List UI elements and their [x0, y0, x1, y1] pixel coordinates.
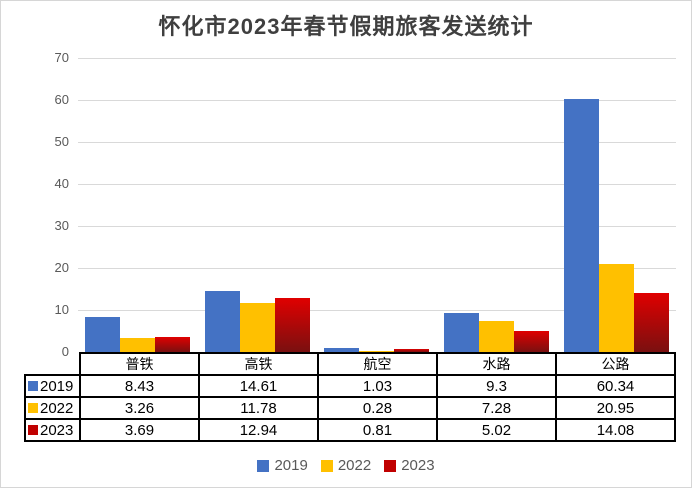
- series-label-cell: 2022: [24, 396, 81, 420]
- bar-group-4: [437, 58, 557, 352]
- gridline: [78, 184, 676, 185]
- category-header-cell: 公路: [555, 352, 676, 376]
- gridline: [78, 58, 676, 59]
- value-cell: 12.94: [198, 418, 319, 442]
- table-row: 2023 3.69 12.94 0.81 5.02 14.08: [24, 418, 676, 442]
- data-table-body: 普铁 高铁 航空 水路 公路 2019 8.43 14.61 1.03 9.3 60.34 2022 3…: [24, 352, 676, 442]
- table-row: 2019 8.43 14.61 1.03 9.3 60.34: [24, 374, 676, 398]
- bar-2023: [394, 348, 430, 352]
- gridline: [78, 268, 676, 269]
- bar-2019: [85, 316, 121, 352]
- table-row: 2022 3.26 11.78 0.28 7.28 20.95: [24, 396, 676, 420]
- value-cell: 60.34: [555, 374, 676, 398]
- series-swatch-icon: [28, 403, 38, 413]
- category-header-cell: 航空: [317, 352, 438, 376]
- series-label-cell: 2023: [24, 418, 81, 442]
- data-table: 普铁 高铁 航空 水路 公路 2019 8.43 14.61 1.03 9.3 60.34 2022 3…: [24, 352, 676, 442]
- series-label: 2019: [40, 377, 74, 395]
- table-header-row: 普铁 高铁 航空 水路 公路: [25, 352, 676, 376]
- series-label: 2022: [40, 399, 74, 417]
- bar-group-2: [198, 58, 318, 352]
- value-cell: 14.08: [555, 418, 676, 442]
- bar-2023: [155, 336, 191, 352]
- y-tick-label: 30: [54, 218, 69, 233]
- value-cell: 1.03: [317, 374, 438, 398]
- value-cell: 7.28: [436, 396, 557, 420]
- y-tick-label: 20: [54, 260, 69, 275]
- y-tick-label: 50: [54, 134, 69, 149]
- chart-title: 怀化市2023年春节假期旅客发送统计: [158, 14, 534, 39]
- bar-2022: [479, 321, 515, 352]
- chart-legend: 2019 2022 2023: [1, 457, 691, 474]
- legend-item-2019: 2019: [257, 457, 308, 474]
- legend-label: 2019: [274, 457, 308, 474]
- value-cell: 0.81: [317, 418, 438, 442]
- value-cell: 9.3: [436, 374, 557, 398]
- y-tick-label: 60: [54, 92, 69, 107]
- legend-item-2023: 2023: [384, 457, 435, 474]
- gridline: [78, 226, 676, 227]
- legend-swatch-icon: [320, 459, 333, 472]
- y-tick-label: 10: [54, 302, 69, 317]
- bar-group-3: [317, 58, 437, 352]
- series-swatch-icon: [28, 381, 38, 391]
- value-cell: 8.43: [79, 374, 200, 398]
- series-label-cell: 2019: [24, 374, 81, 398]
- legend-swatch-icon: [384, 459, 397, 472]
- bar-group-5: [556, 58, 676, 352]
- bar-2019: [444, 312, 480, 352]
- bar-2023: [633, 292, 669, 352]
- value-cell: 3.69: [79, 418, 200, 442]
- gridline: [78, 142, 676, 143]
- category-header-cell: 普铁: [79, 352, 200, 376]
- bar-2022: [239, 302, 275, 352]
- legend-swatch-icon: [257, 459, 270, 472]
- bar-2022: [120, 338, 156, 352]
- plot-area: [78, 58, 676, 352]
- category-header-cell: 水路: [436, 352, 557, 376]
- bar-2019: [563, 98, 599, 352]
- value-cell: 11.78: [198, 396, 319, 420]
- value-cell: 0.28: [317, 396, 438, 420]
- bar-2023: [274, 297, 310, 352]
- legend-label: 2023: [401, 457, 435, 474]
- bar-2019: [324, 347, 360, 352]
- legend-item-2022: 2022: [320, 457, 372, 474]
- bar-2022: [359, 350, 395, 352]
- y-tick-label: 40: [54, 176, 69, 191]
- y-tick-label: 0: [61, 344, 69, 359]
- category-header-cell: 高铁: [198, 352, 319, 376]
- bar-group-1: [78, 58, 198, 352]
- series-swatch-icon: [28, 425, 38, 435]
- gridline: [78, 310, 676, 311]
- legend-label: 2022: [337, 457, 372, 474]
- bar-groups: [78, 58, 676, 352]
- value-cell: 14.61: [198, 374, 319, 398]
- bar-2019: [204, 290, 240, 352]
- value-cell: 3.26: [79, 396, 200, 420]
- value-cell: 20.95: [555, 396, 676, 420]
- bar-2022: [598, 264, 634, 352]
- value-cell: 5.02: [436, 418, 557, 442]
- y-tick-label: 70: [54, 50, 69, 65]
- series-label: 2023: [40, 421, 74, 439]
- bar-2023: [514, 330, 550, 352]
- gridline: [78, 100, 676, 101]
